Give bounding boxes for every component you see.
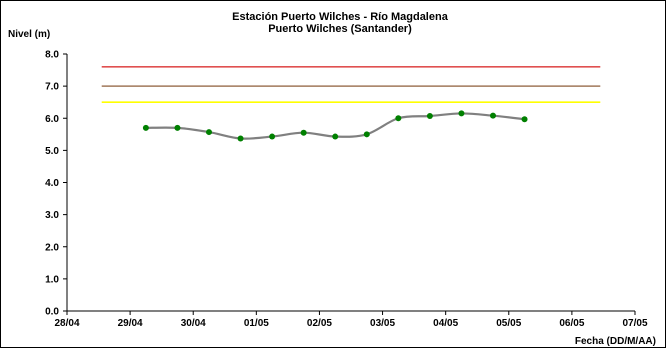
level-data-point [269, 133, 276, 140]
x-tick-label: 05/05 [496, 318, 521, 329]
level-data-point [142, 124, 149, 131]
y-tick-label: 3.0 [45, 210, 59, 221]
x-tick-label: 03/05 [370, 318, 395, 329]
y-tick-label: 2.0 [45, 242, 59, 253]
y-tick-label: 7.0 [45, 82, 59, 93]
y-tick-label: 6.0 [45, 114, 59, 125]
level-data-point [237, 135, 244, 142]
x-tick-label: 01/05 [244, 318, 269, 329]
chart-title: Estación Puerto Wilches - Río Magdalena [232, 11, 449, 23]
level-data-point [458, 110, 465, 117]
x-tick-label: 06/05 [559, 318, 584, 329]
level-data-point [206, 129, 212, 136]
level-data-point [490, 112, 496, 119]
plot-area: 0.0 1.0 2.0 3.0 4.0 5.0 6.0 7.0 8.0 28/04 29/04 30/… [45, 50, 648, 330]
x-tick-label: 02/05 [307, 318, 332, 329]
chart-subtitle: Puerto Wilches (Santander) [268, 23, 412, 35]
x-tick-label: 28/04 [54, 318, 79, 329]
x-tick-label: 29/04 [118, 318, 143, 329]
x-tick-label: 30/04 [181, 318, 206, 329]
y-tick-label: 0.0 [45, 307, 59, 318]
level-data-point [395, 115, 402, 122]
y-tick-label: 4.0 [45, 178, 59, 189]
level-data-point [426, 113, 433, 120]
x-tick-label: 04/05 [433, 318, 458, 329]
y-tick-label: 1.0 [45, 274, 59, 285]
y-tick-label: 5.0 [45, 146, 59, 157]
y-tick-label: 8.0 [45, 50, 59, 61]
level-data-point [174, 124, 181, 131]
level-data-point [363, 131, 370, 138]
x-axis-label: Fecha (DD/M/AA) [575, 336, 656, 347]
level-data-point [332, 133, 339, 140]
level-data-point [521, 116, 528, 123]
level-data-point [300, 129, 307, 136]
y-axis-label: Nivel (m) [8, 29, 50, 40]
x-tick-label: 07/05 [622, 318, 647, 329]
